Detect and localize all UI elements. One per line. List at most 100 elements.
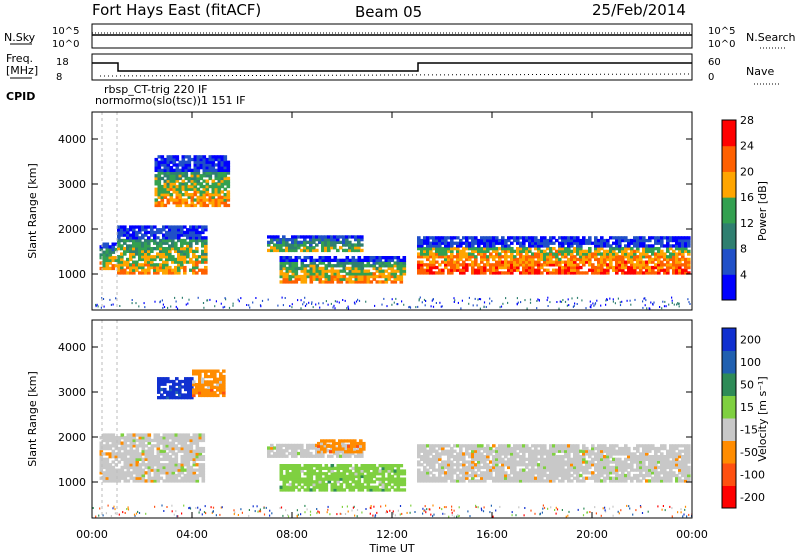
data-cell (528, 457, 532, 461)
data-cell (615, 271, 619, 275)
data-cell (126, 271, 130, 275)
data-cell (205, 168, 210, 172)
data-cell (648, 265, 652, 270)
data-cell (525, 247, 529, 251)
data-cell (687, 468, 691, 472)
data-cell (171, 225, 175, 229)
data-cell (291, 480, 296, 484)
data-cell (163, 179, 168, 183)
data-cell (117, 441, 122, 445)
data-cell (172, 174, 177, 178)
data-cell (609, 260, 613, 264)
data-cell (138, 230, 142, 235)
data-cell (615, 460, 619, 464)
data-cell (309, 472, 314, 476)
data-cell (366, 272, 371, 276)
data-cell (624, 457, 628, 461)
data-cell (585, 446, 589, 451)
data-cell (220, 166, 225, 170)
data-cell (360, 266, 365, 271)
data-cell (507, 446, 511, 451)
data-cell (651, 471, 655, 475)
freq-tick-top: 18 (56, 57, 69, 68)
data-cell (324, 277, 329, 281)
data-cell (549, 473, 553, 478)
data-cell (390, 477, 395, 481)
data-cell (585, 463, 589, 467)
data-cell (126, 249, 130, 253)
data-cell (129, 236, 133, 240)
data-cell (546, 463, 550, 467)
data-cell (549, 255, 553, 259)
data-cell (315, 480, 320, 484)
data-cell (294, 243, 298, 247)
data-cell (534, 449, 538, 453)
data-cell (654, 271, 658, 275)
data-cell (153, 457, 158, 461)
data-cell (420, 476, 424, 480)
data-cell (369, 274, 374, 279)
data-cell (175, 190, 180, 194)
data-cell (366, 474, 371, 479)
data-cell (612, 249, 616, 253)
data-cell (426, 244, 430, 248)
data-cell (564, 271, 568, 275)
data-cell (318, 261, 323, 265)
data-cell (573, 476, 577, 480)
data-cell (618, 468, 622, 472)
data-cell (588, 268, 592, 272)
data-cell (186, 236, 190, 240)
data-cell (570, 460, 574, 464)
data-cell (324, 238, 328, 242)
data-cell (471, 268, 475, 272)
data-cell (285, 240, 289, 244)
data-cell (456, 460, 460, 464)
data-cell (336, 277, 341, 281)
data-cell (202, 163, 207, 167)
data-cell (223, 157, 228, 162)
data-cell (178, 171, 183, 175)
data-cell (153, 233, 157, 237)
data-cell (456, 257, 460, 262)
data-cell (438, 455, 442, 459)
data-cell (663, 460, 667, 464)
data-cell (363, 485, 368, 489)
data-cell (417, 265, 421, 270)
data-cell (183, 457, 188, 461)
data-cell (120, 444, 125, 448)
data-cell (171, 479, 176, 483)
data-cell (675, 271, 679, 275)
data-cell (444, 260, 448, 264)
data-cell (516, 463, 520, 467)
data-cell (345, 485, 350, 489)
data-cell (129, 441, 134, 445)
data-cell (522, 257, 526, 262)
data-cell (184, 182, 189, 186)
data-cell (468, 465, 472, 470)
data-cell (220, 174, 225, 178)
data-cell (465, 255, 469, 259)
data-cell (585, 460, 589, 464)
data-cell (543, 449, 547, 453)
data-cell (384, 264, 389, 268)
data-cell (579, 457, 583, 461)
speckle-cell (203, 306, 205, 309)
data-cell (324, 472, 329, 476)
data-cell (345, 464, 350, 468)
data-cell (681, 271, 685, 275)
data-cell (154, 182, 159, 186)
data-cell (204, 247, 208, 251)
data-cell (591, 271, 595, 275)
data-cell (507, 260, 511, 264)
data-cell (186, 471, 191, 475)
data-cell (169, 182, 174, 186)
data-cell (510, 465, 514, 470)
data-cell (672, 465, 676, 470)
data-cell (126, 463, 131, 467)
data-cell (318, 480, 323, 484)
data-cell (372, 256, 377, 260)
data-cell (372, 472, 377, 476)
data-cell (217, 203, 222, 208)
data-cell (471, 449, 475, 453)
